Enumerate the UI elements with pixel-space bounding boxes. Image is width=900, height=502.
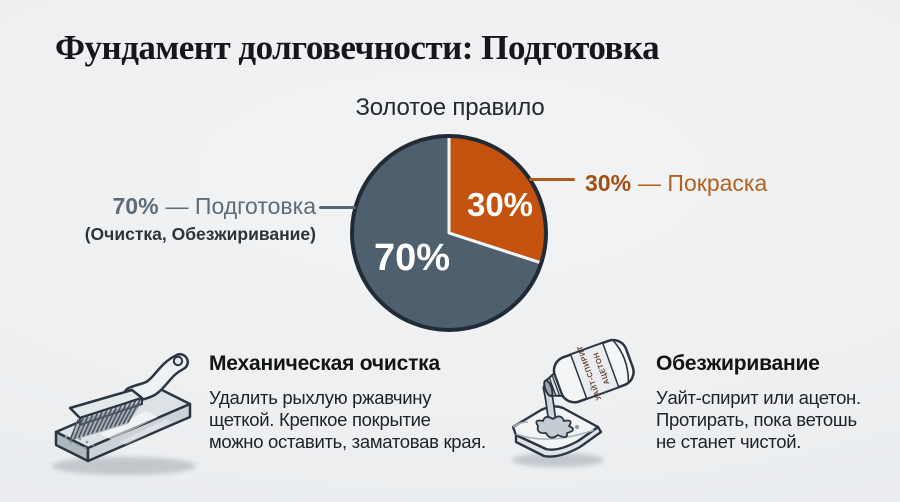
solvent-bottle-icon: УАЙТ-СПИРИТ АЦЕТОН: [511, 338, 635, 467]
pie-chart: 30% 70%: [350, 134, 548, 332]
page-title: Фундамент долговечности: Подготовка: [55, 28, 660, 67]
section-heading: Обезжиривание: [656, 352, 820, 375]
body-line: щеткой. Крепкое покрытие: [209, 409, 431, 430]
chart-title: Золотое правило: [355, 94, 545, 121]
brush-bristles: [69, 399, 142, 441]
body-line: Удалить рыхлую ржавчину: [209, 387, 432, 408]
callout-preparation-pct: 70%: [112, 193, 159, 219]
handle-hole: [172, 355, 184, 367]
bottle-label: [569, 342, 620, 400]
solvent-bottle: УАЙТ-СПИРИТ АЦЕТОН: [543, 338, 635, 404]
leader-line-left: [319, 206, 356, 209]
callout-preparation-label: 70% — Подготовка: [60, 193, 317, 220]
callout-preparation-name: — Подготовка: [165, 193, 316, 219]
body-line: Уайт-спирит или ацетон.: [656, 387, 861, 408]
rag-shadow: [512, 453, 604, 467]
callout-preparation-sublabel: (Очистка, Обезжиривание): [84, 224, 316, 244]
body-line: Протирать, пока ветошь: [656, 409, 857, 430]
callout-painting: 30% — Покраска: [585, 170, 767, 197]
pie-label-70: 70%: [374, 237, 450, 279]
body-line: не станет чистой.: [656, 431, 802, 452]
callout-painting-name: — Покраска: [638, 170, 768, 196]
body-line: можно оставить, заматовав края.: [209, 431, 486, 452]
wire-brush-icon: [52, 353, 196, 475]
puddle: [535, 415, 574, 439]
section-mechanical-cleaning: Механическая очистка Удалить рыхлую ржав…: [209, 352, 489, 453]
leader-line-right: [529, 178, 575, 181]
brush-handle: [123, 353, 189, 404]
section-body: Уайт-спирит или ацетон. Протирать, пока …: [656, 387, 900, 453]
bottle-opening: [543, 379, 554, 398]
section-degreasing: Обезжиривание Уайт-спирит или ацетон. Пр…: [656, 352, 900, 453]
rust-speckles: [64, 432, 95, 450]
pie-label-30: 30%: [467, 186, 533, 223]
section-body: Удалить рыхлую ржавчину щеткой. Крепкое …: [209, 387, 489, 453]
pie-outline: [350, 134, 548, 332]
callout-painting-pct: 30%: [585, 170, 632, 196]
section-heading: Механическая очистка: [209, 352, 440, 375]
plate-shadow: [52, 457, 196, 475]
callout-preparation: 70% — Подготовка (Очистка, Обезжиривание): [60, 193, 316, 245]
